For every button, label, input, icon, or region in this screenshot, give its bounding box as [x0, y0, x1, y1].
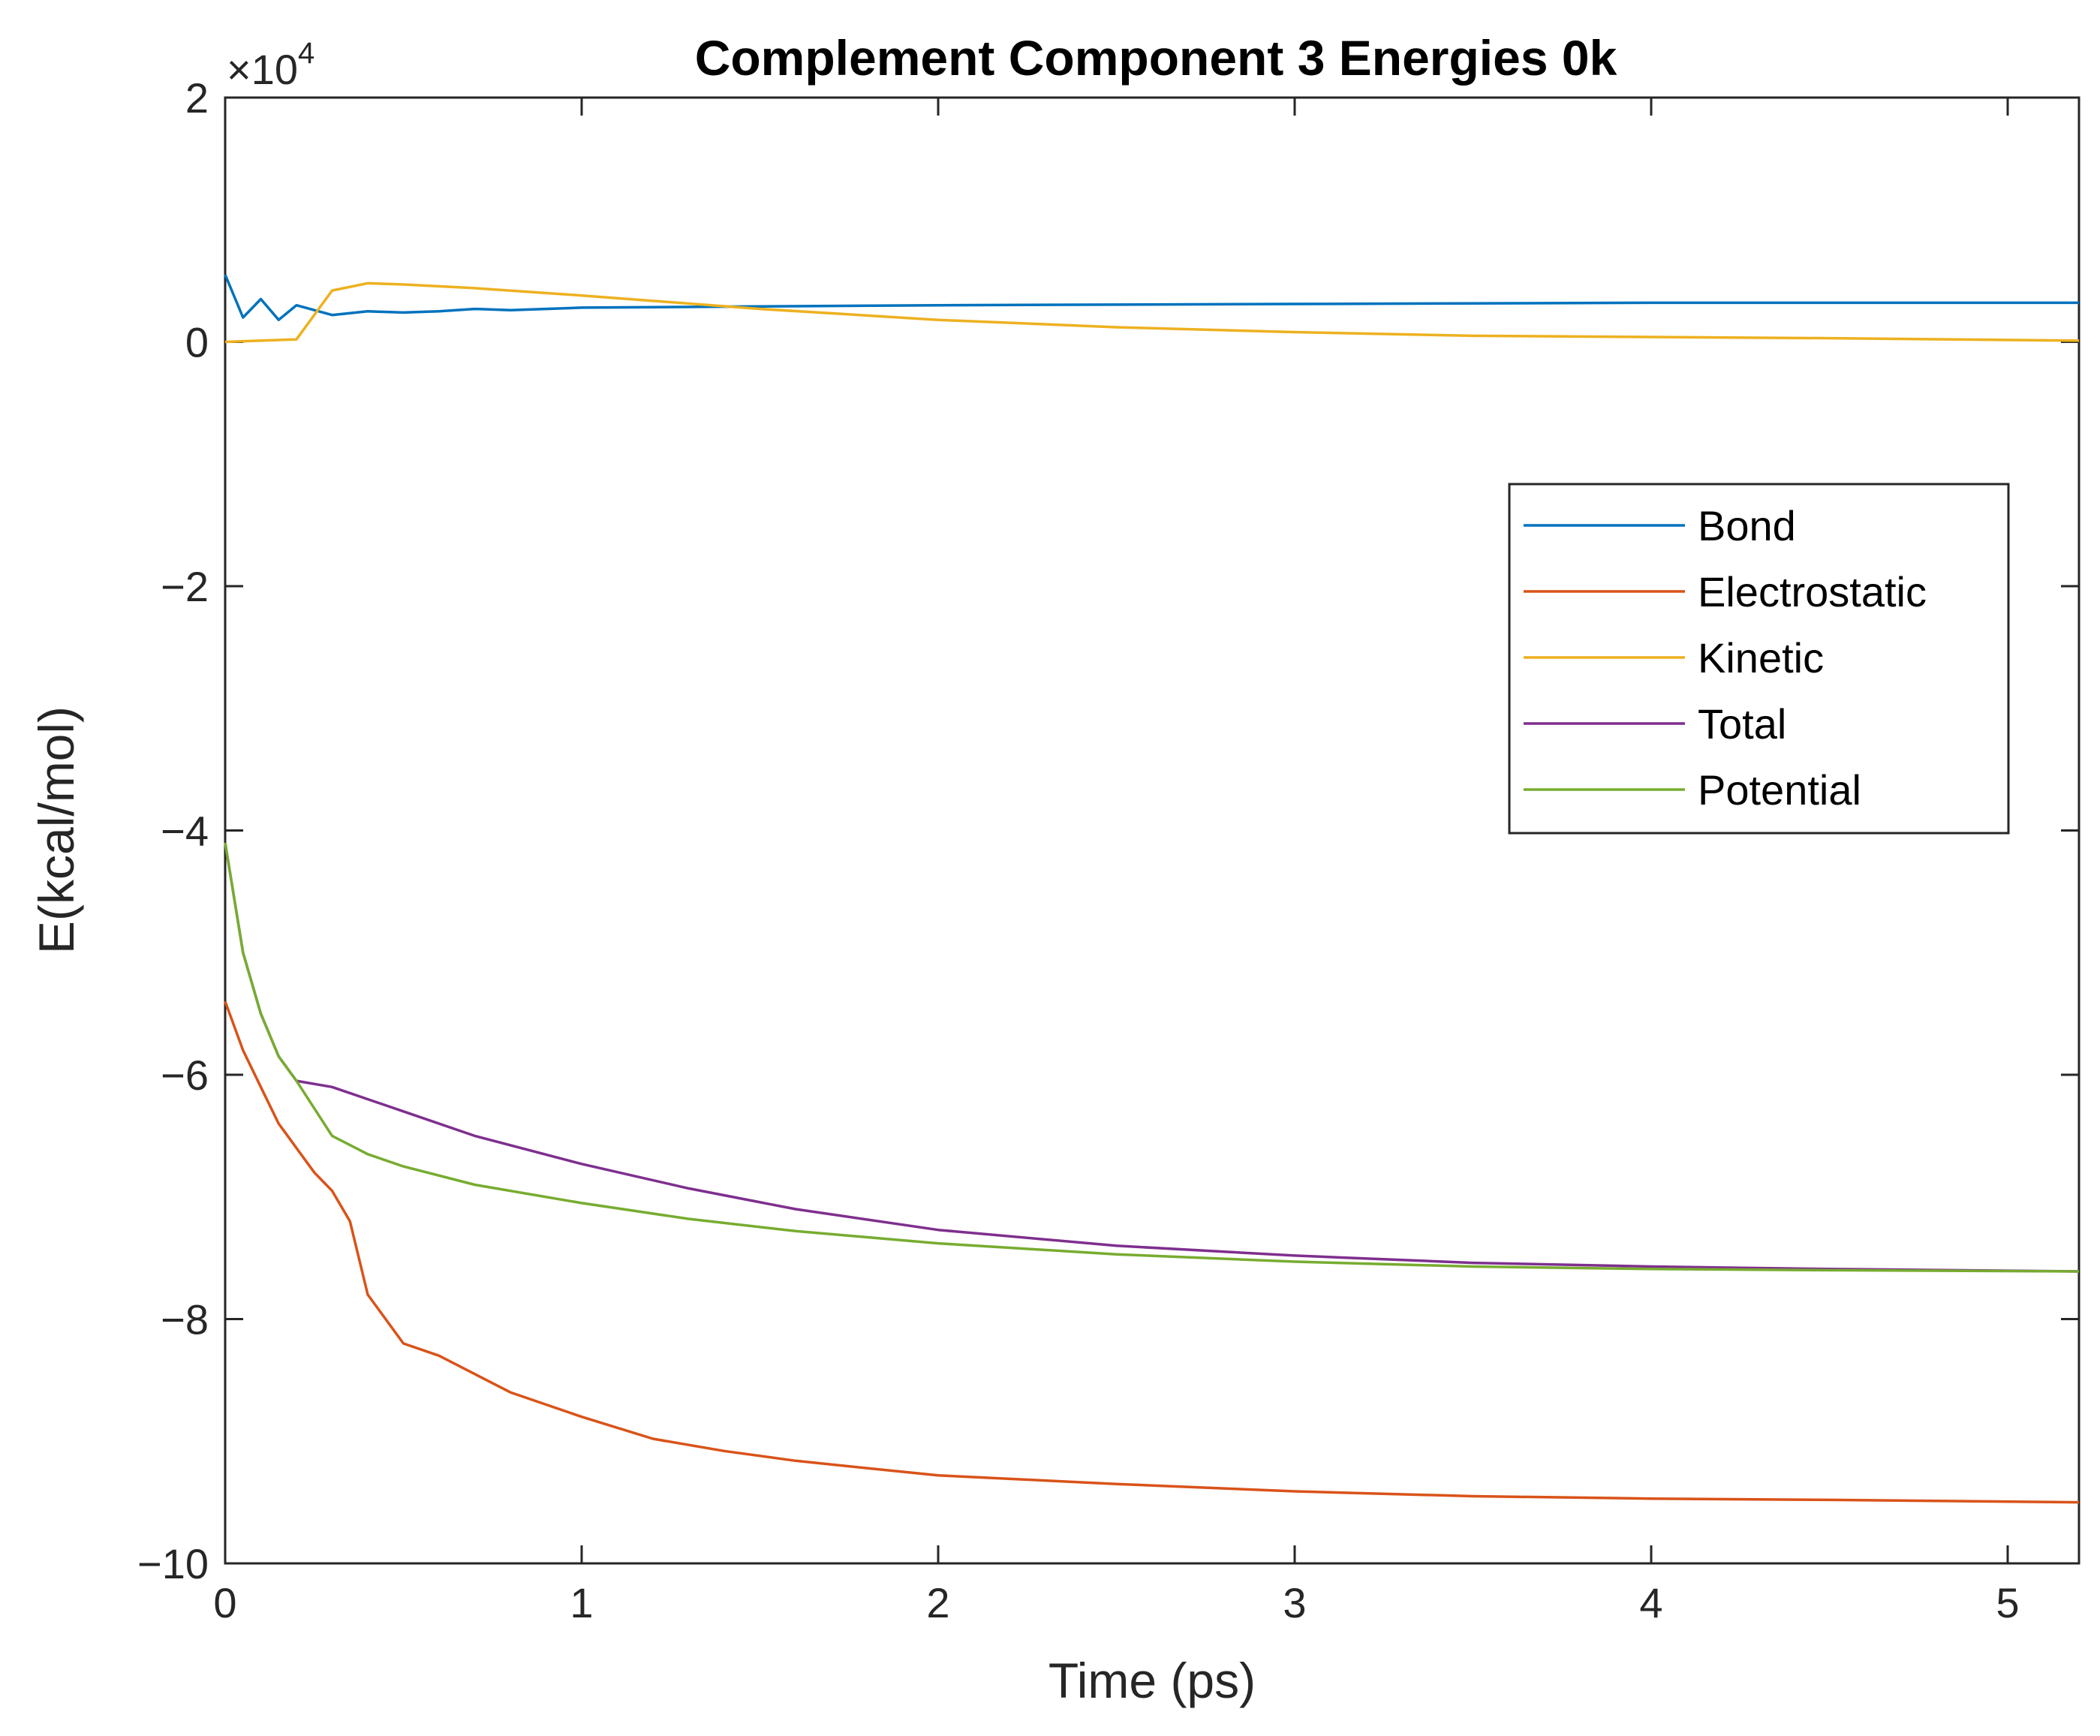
y-multiplier: ×104 [227, 37, 314, 93]
y-tick-label: −4 [161, 808, 209, 855]
legend-label-potential: Potential [1698, 766, 1861, 814]
y-multiplier-exponent: 4 [298, 37, 314, 70]
x-tick-label: 4 [1639, 1579, 1662, 1626]
y-tick-label: 0 [185, 319, 209, 366]
y-tick-label: −2 [161, 563, 209, 610]
y-tick-label: −8 [161, 1296, 209, 1343]
x-axis-label: Time (ps) [1048, 1653, 1256, 1708]
x-tick-label: 1 [570, 1579, 593, 1626]
legend-label-total: Total [1698, 700, 1786, 748]
y-tick-label: −6 [161, 1052, 209, 1099]
legend-label-kinetic: Kinetic [1698, 634, 1824, 681]
y-multiplier-base: ×10 [227, 46, 298, 93]
x-tick-label: 5 [1996, 1579, 2019, 1626]
chart-title: Complement Component 3 Energies 0k [695, 30, 1617, 86]
legend: Bond Electrostatic Kinetic Total Potential [1508, 483, 2010, 835]
legend-label-bond: Bond [1698, 502, 1796, 549]
series-line-bond [224, 274, 2079, 321]
x-tick-label: 0 [213, 1579, 236, 1626]
series-group [224, 274, 2080, 1504]
ticks-group: 0 1 2 3 4 5 2 0 −2 −4 −6 −8 −10 [137, 74, 2079, 1626]
series-line-kinetic [224, 281, 2080, 344]
series-line-electrostatic [224, 1000, 2080, 1504]
y-axis-label: E(kcal/mol) [29, 706, 84, 954]
legend-label-electrostatic: Electrostatic [1698, 568, 1927, 615]
x-tick-label: 3 [1283, 1579, 1306, 1626]
y-tick-label: −10 [137, 1540, 209, 1587]
series-line-potential [224, 842, 2080, 1273]
y-tick-label: 2 [185, 74, 209, 122]
x-tick-label: 2 [926, 1579, 949, 1626]
